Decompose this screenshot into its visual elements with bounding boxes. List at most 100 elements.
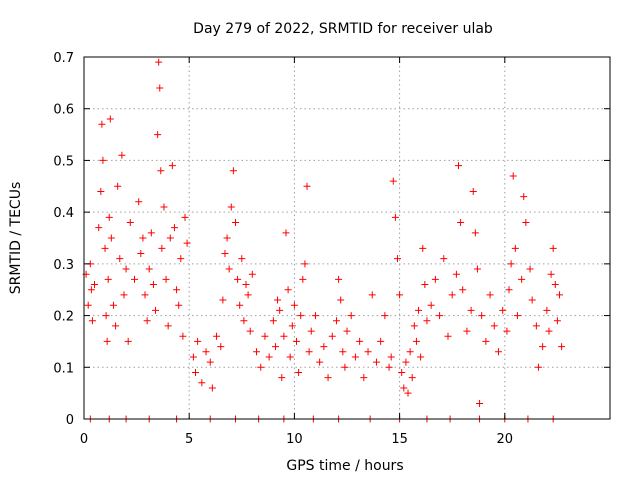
data-point	[240, 317, 248, 325]
data-point	[290, 301, 298, 309]
data-point	[102, 312, 110, 320]
data-point	[545, 327, 553, 335]
data-point	[253, 348, 261, 356]
y-tick-label: 0	[66, 413, 74, 428]
data-point	[183, 239, 191, 247]
data-point	[126, 218, 134, 226]
x-tick-label: 0	[80, 432, 88, 447]
data-point	[534, 363, 542, 371]
data-point	[286, 353, 294, 361]
data-point	[147, 229, 155, 237]
data-point	[396, 291, 404, 299]
data-point	[141, 291, 149, 299]
data-point	[98, 120, 106, 128]
data-point	[288, 322, 296, 330]
data-point	[139, 234, 147, 242]
data-point	[208, 384, 216, 392]
data-point	[158, 244, 166, 252]
data-point	[419, 244, 427, 252]
data-point	[532, 322, 540, 330]
data-point	[522, 218, 530, 226]
y-tick-label: 0.4	[53, 206, 74, 221]
data-point	[499, 306, 507, 314]
data-point	[114, 182, 122, 190]
data-point	[444, 332, 452, 340]
data-point	[473, 265, 481, 273]
data-point	[507, 260, 515, 268]
data-point	[278, 374, 286, 382]
data-point	[311, 312, 319, 320]
x-tick-label: 10	[286, 432, 303, 447]
data-point	[160, 203, 168, 211]
data-point	[97, 187, 105, 195]
data-point	[248, 270, 256, 278]
data-point	[347, 312, 355, 320]
data-point	[104, 275, 112, 283]
data-point	[274, 296, 282, 304]
data-point	[503, 327, 511, 335]
data-point	[170, 224, 178, 232]
data-point	[95, 224, 103, 232]
data-point	[213, 332, 221, 340]
data-point	[478, 312, 486, 320]
data-point	[154, 131, 162, 139]
data-point	[463, 327, 471, 335]
data-point	[436, 312, 444, 320]
data-point	[389, 177, 397, 185]
data-point	[284, 286, 292, 294]
data-point	[101, 244, 109, 252]
data-point	[229, 167, 237, 175]
data-point	[356, 337, 364, 345]
data-point	[303, 182, 311, 190]
data-point	[332, 317, 340, 325]
axis-ticks	[83, 56, 610, 420]
data-point	[293, 337, 301, 345]
data-point	[547, 270, 555, 278]
data-point	[556, 291, 564, 299]
x-tick-label: 5	[185, 432, 193, 447]
y-tick-label: 0.3	[53, 258, 74, 273]
data-point	[404, 389, 412, 397]
data-point	[320, 343, 328, 351]
data-point	[88, 317, 96, 325]
data-point	[469, 187, 477, 195]
data-point	[381, 312, 389, 320]
data-point	[269, 317, 277, 325]
data-point	[393, 255, 401, 263]
data-point	[335, 275, 343, 283]
data-point	[328, 332, 336, 340]
data-point	[471, 229, 479, 237]
data-point	[421, 281, 429, 289]
data-point	[282, 229, 290, 237]
data-point	[558, 343, 566, 351]
data-point	[198, 379, 206, 387]
data-point	[307, 327, 315, 335]
y-axis-title: SRMTID / TECUs	[8, 182, 24, 295]
data-point	[398, 368, 406, 376]
data-point	[221, 250, 229, 258]
data-point	[156, 84, 164, 92]
data-point	[440, 255, 448, 263]
data-point	[455, 162, 463, 170]
data-point	[238, 255, 246, 263]
data-point	[341, 363, 349, 371]
data-point	[431, 275, 439, 283]
data-point	[177, 255, 185, 263]
data-points	[82, 58, 566, 423]
data-point	[217, 343, 225, 351]
data-point	[103, 337, 111, 345]
data-point	[494, 348, 502, 356]
data-point	[324, 374, 332, 382]
y-tick-label: 0.7	[53, 51, 74, 66]
chart-title: Day 279 of 2022, SRMTID for receiver ula…	[193, 21, 493, 37]
data-point	[305, 348, 313, 356]
data-point	[135, 198, 143, 206]
data-point	[476, 399, 484, 407]
data-point	[280, 332, 288, 340]
data-point	[145, 265, 153, 273]
data-point	[120, 291, 128, 299]
data-point	[99, 156, 107, 164]
data-point	[179, 332, 187, 340]
x-tick-labels: 0 5 10 15 20	[80, 432, 513, 447]
